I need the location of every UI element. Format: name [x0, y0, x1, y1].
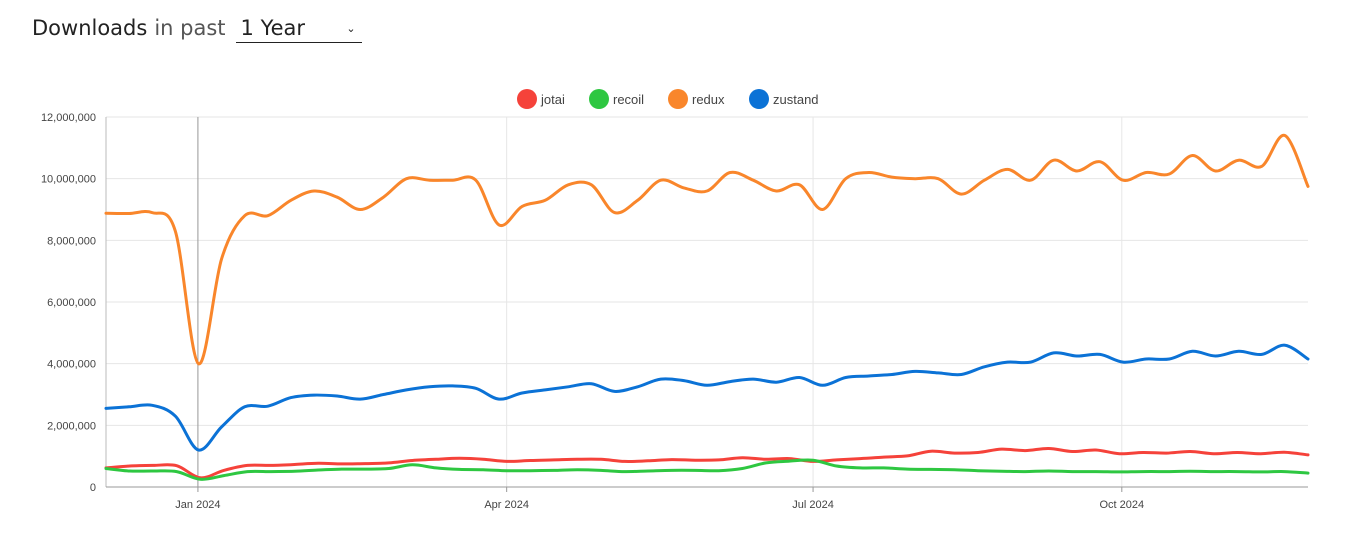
y-tick-label: 2,000,000	[47, 420, 96, 432]
legend-marker-zustand	[749, 89, 769, 109]
legend-label-recoil: recoil	[613, 92, 644, 107]
series-line-redux	[104, 133, 1310, 366]
header-subtitle: in past	[154, 16, 226, 40]
y-tick-label: 0	[90, 482, 96, 494]
legend-label-zustand: zustand	[773, 92, 819, 107]
y-tick-label: 12,000,000	[41, 112, 96, 124]
legend-label-jotai: jotai	[540, 92, 565, 107]
period-select-value: 1 Year	[240, 16, 306, 40]
legend-marker-redux	[668, 89, 688, 109]
x-tick-label: Jan 2024	[175, 499, 220, 511]
series-line-zustand	[104, 343, 1310, 452]
chevron-down-icon: ⌄	[346, 22, 356, 35]
legend-marker-jotai	[517, 89, 537, 109]
period-select[interactable]: 1 Year ⌄	[235, 16, 362, 43]
series-line-jotai	[104, 446, 1310, 480]
x-tick-label: Jul 2024	[792, 499, 834, 511]
y-tick-label: 4,000,000	[47, 359, 96, 371]
x-tick-label: Oct 2024	[1099, 499, 1144, 511]
legend-marker-recoil	[589, 89, 609, 109]
x-tick-label: Apr 2024	[484, 499, 529, 511]
header-title: Downloads	[32, 16, 148, 40]
legend-label-redux: redux	[692, 92, 725, 107]
downloads-header: Downloads in past 1 Year ⌄	[32, 16, 362, 50]
y-tick-label: 8,000,000	[47, 235, 96, 247]
y-tick-label: 6,000,000	[47, 297, 96, 309]
series-line-recoil	[104, 458, 1310, 481]
y-tick-label: 10,000,000	[41, 174, 96, 186]
